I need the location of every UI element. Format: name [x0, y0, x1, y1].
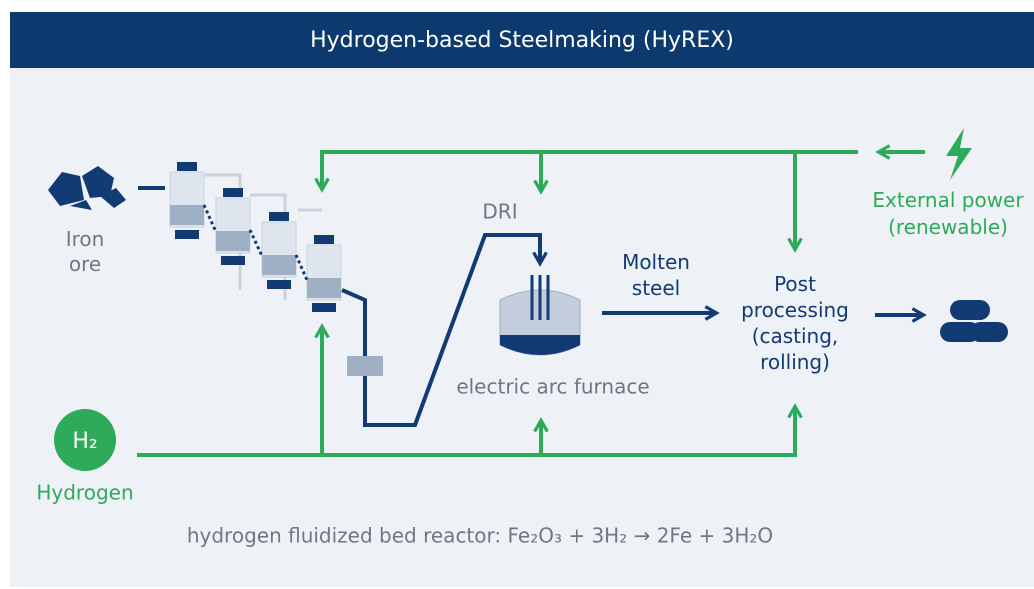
- node-label: External power (renewable): [872, 188, 1024, 239]
- node-label: Hydrogen: [36, 481, 133, 505]
- pipes-icon: [940, 300, 1008, 342]
- title-bar: [10, 12, 1034, 68]
- node-label: Iron ore: [66, 227, 105, 276]
- node-label: electric arc furnace: [456, 375, 649, 399]
- furnace-icon: [499, 275, 581, 356]
- cyclone: [347, 356, 383, 376]
- lightning-icon: [946, 128, 972, 180]
- caption: hydrogen fluidized bed reactor: Fe₂O₃ + …: [187, 524, 773, 548]
- title: Hydrogen-based Steelmaking (HyREX): [310, 28, 734, 53]
- power-line: [314, 150, 858, 193]
- node-label: Molten steel: [622, 250, 690, 300]
- node-label: Post processing (casting, rolling): [741, 272, 849, 374]
- dri-path: [341, 233, 548, 427]
- reactors: [169, 162, 342, 312]
- hydrogen-icon: [54, 409, 116, 471]
- iron-ore-icon: [48, 166, 126, 210]
- hydrogen-symbol: H₂: [72, 429, 97, 454]
- hydrogen-line: [137, 403, 803, 457]
- node-label: DRI: [482, 200, 517, 224]
